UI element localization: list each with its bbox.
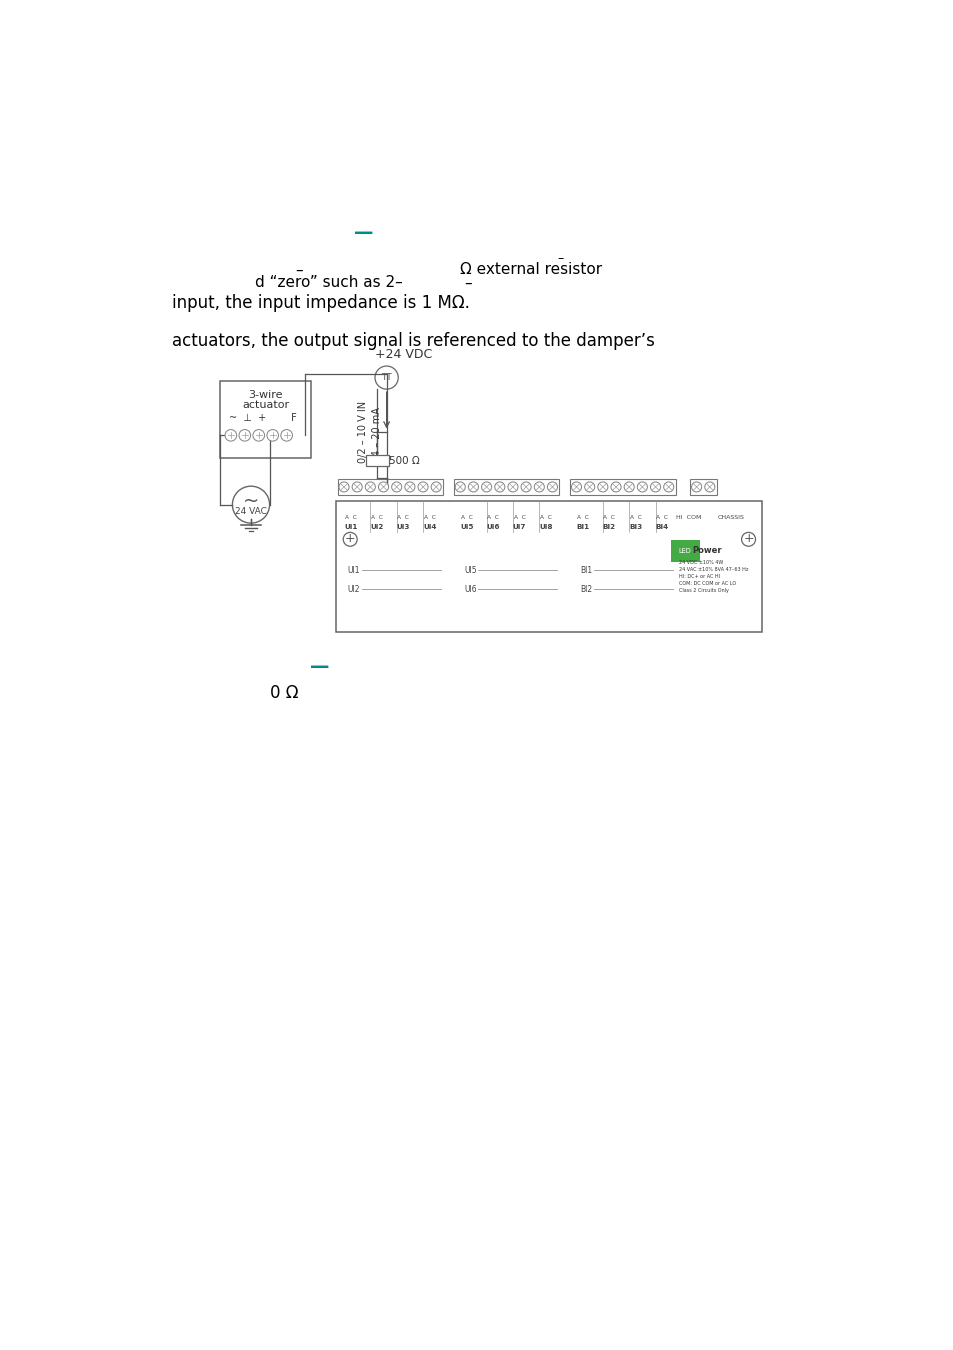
Text: 4 – 20 mA: 4 – 20 mA: [372, 408, 382, 456]
Text: +: +: [742, 532, 753, 545]
Circle shape: [338, 482, 349, 491]
Text: UI8: UI8: [538, 524, 552, 531]
Circle shape: [598, 482, 607, 491]
Text: A  C: A C: [656, 516, 667, 520]
Text: actuator: actuator: [242, 401, 289, 410]
Text: ΤΤ: ΤΤ: [381, 373, 392, 382]
Text: 0/2 – 10 V IN: 0/2 – 10 V IN: [358, 401, 368, 463]
Circle shape: [623, 482, 634, 491]
Circle shape: [495, 482, 504, 491]
Text: A  C: A C: [487, 516, 498, 520]
Circle shape: [740, 532, 755, 547]
Text: 0 Ω: 0 Ω: [270, 684, 298, 702]
Circle shape: [343, 532, 356, 547]
Circle shape: [404, 482, 415, 491]
Text: BI4: BI4: [655, 524, 668, 531]
Circle shape: [571, 482, 581, 491]
Circle shape: [417, 482, 428, 491]
Text: A  C: A C: [397, 516, 409, 520]
Text: –: –: [558, 251, 563, 265]
Text: ~  ⊥  +        F: ~ ⊥ + F: [229, 413, 296, 423]
Circle shape: [365, 482, 375, 491]
Text: UI1: UI1: [348, 566, 360, 575]
Text: 3-wire: 3-wire: [248, 390, 283, 400]
Bar: [220, 382, 311, 459]
Text: BI1: BI1: [579, 566, 592, 575]
Circle shape: [520, 482, 531, 491]
Text: UI2: UI2: [370, 524, 383, 531]
Bar: [570, 479, 675, 494]
Text: A  C: A C: [629, 516, 641, 520]
Circle shape: [691, 482, 700, 491]
Text: UI6: UI6: [486, 524, 499, 531]
Text: LED: LED: [679, 548, 691, 554]
Text: +24 VDC: +24 VDC: [375, 348, 432, 360]
Text: UI6: UI6: [464, 585, 476, 594]
Circle shape: [547, 482, 557, 491]
Text: ~: ~: [243, 491, 259, 512]
Text: actuators, the output signal is referenced to the damper’s: actuators, the output signal is referenc…: [172, 332, 654, 351]
Bar: [454, 479, 558, 494]
Text: A  C: A C: [371, 516, 382, 520]
Text: A  C: A C: [603, 516, 615, 520]
Text: –: –: [464, 275, 472, 290]
Text: 500 Ω: 500 Ω: [389, 456, 419, 466]
Bar: [337, 479, 443, 494]
Circle shape: [704, 482, 714, 491]
Circle shape: [663, 482, 673, 491]
Text: Ω external resistor: Ω external resistor: [459, 262, 601, 277]
Text: BI2: BI2: [602, 524, 616, 531]
Text: –: –: [294, 262, 302, 277]
Circle shape: [378, 482, 388, 491]
Circle shape: [375, 366, 397, 389]
Circle shape: [650, 482, 659, 491]
Text: UI2: UI2: [348, 585, 360, 594]
Text: A  C: A C: [344, 516, 356, 520]
Circle shape: [468, 482, 478, 491]
Text: HI  COM: HI COM: [676, 516, 700, 520]
Circle shape: [455, 482, 465, 491]
Circle shape: [239, 429, 251, 441]
Bar: [690, 479, 716, 494]
Text: A  C: A C: [423, 516, 436, 520]
Text: UI5: UI5: [464, 566, 476, 575]
Text: input, the input impedance is 1 MΩ.: input, the input impedance is 1 MΩ.: [172, 294, 469, 312]
Circle shape: [267, 429, 278, 441]
Circle shape: [507, 482, 517, 491]
Circle shape: [610, 482, 620, 491]
Circle shape: [637, 482, 647, 491]
Text: BI1: BI1: [576, 524, 589, 531]
Circle shape: [280, 429, 293, 441]
Text: A  C: A C: [460, 516, 473, 520]
Text: d “zero” such as 2–: d “zero” such as 2–: [254, 275, 402, 290]
Text: —: —: [309, 657, 329, 676]
Text: 24 VDC ±10% 4W
24 VAC ±10% 8VA 47–63 Hz
HI: DC+ or AC HI
COM: DC COM or AC LO
Cl: 24 VDC ±10% 4W 24 VAC ±10% 8VA 47–63 Hz …: [679, 560, 747, 593]
Circle shape: [392, 482, 401, 491]
Text: A  C: A C: [577, 516, 588, 520]
Text: CHASSIS: CHASSIS: [718, 516, 744, 520]
Bar: [335, 501, 761, 632]
Circle shape: [352, 482, 362, 491]
Text: A  C: A C: [539, 516, 551, 520]
Circle shape: [431, 482, 441, 491]
Circle shape: [481, 482, 491, 491]
Text: Power: Power: [692, 547, 721, 555]
Text: 24 VAC: 24 VAC: [234, 508, 267, 516]
Text: UI3: UI3: [396, 524, 410, 531]
Text: BI3: BI3: [629, 524, 641, 531]
Circle shape: [225, 429, 236, 441]
Text: UI1: UI1: [343, 524, 357, 531]
Text: UI4: UI4: [422, 524, 436, 531]
Circle shape: [233, 486, 270, 524]
Circle shape: [253, 429, 264, 441]
Text: BI2: BI2: [579, 585, 592, 594]
Circle shape: [534, 482, 544, 491]
Text: —: —: [354, 223, 373, 243]
Text: A  C: A C: [513, 516, 525, 520]
Text: UI5: UI5: [459, 524, 473, 531]
Circle shape: [584, 482, 594, 491]
Bar: [365, 455, 389, 466]
Text: UI7: UI7: [513, 524, 526, 531]
Text: +: +: [345, 532, 355, 545]
